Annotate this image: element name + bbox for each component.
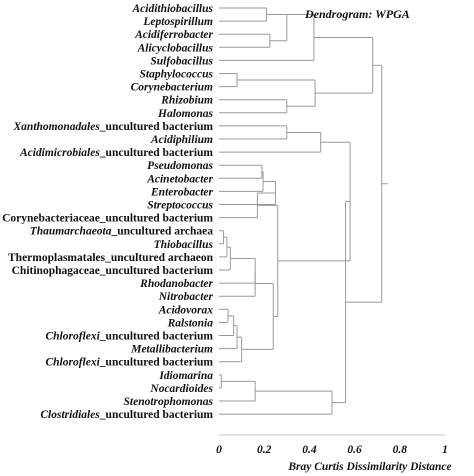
- leaf-label: Xanthomonadales_uncultured bacterium: [13, 121, 214, 133]
- leaf-label: Chloroflexi_uncultured bacterium: [45, 357, 213, 369]
- leaf-label: Nocardioides: [149, 383, 213, 395]
- leaf-label: Staphylococcus: [140, 69, 214, 81]
- x-tick-label: 0.8: [393, 444, 408, 456]
- leaf-label: Nitrobacter: [158, 291, 214, 303]
- leaf-label: Acidimicrobiales_uncultured bacterium: [19, 147, 213, 159]
- x-axis-title: Bray Curtis Dissimilarity Distance: [287, 461, 451, 473]
- leaf-label: Rhodanobacter: [139, 278, 213, 290]
- leaf-label: Clostridiales_uncultured bacterium: [40, 409, 213, 421]
- leaf-label: Chitinophagaceae_uncultured bacterium: [12, 265, 214, 277]
- leaf-label: Acinetobacter: [146, 173, 213, 185]
- chart-title: Dendrogram: WPGA: [304, 7, 410, 21]
- leaf-label: Streptococcus: [147, 200, 213, 212]
- leaf-label: Enterobacter: [150, 186, 213, 198]
- leaf-label: Acidiferrobacter: [134, 29, 213, 41]
- leaf-label: Leptospirillum: [142, 16, 213, 28]
- x-tick-label: 0.4: [302, 444, 317, 456]
- x-axis-ticks: 0 0.2 0.4 0.6 0.8 1: [216, 444, 448, 456]
- leaf-label: Corynebacterium: [131, 82, 213, 94]
- leaf-label: Ralstonia: [167, 317, 214, 329]
- leaf-label: Metallibacterium: [130, 344, 213, 356]
- leaf-label: Acidovorax: [158, 304, 214, 316]
- x-tick-label: 0.6: [347, 444, 362, 456]
- leaf-label: Thermoplasmatales_uncultured archaeon: [8, 252, 214, 264]
- leaf-label: Acidiphilium: [150, 134, 213, 146]
- leaf-label: Corynebacteriaceae_uncultured bacterium: [2, 213, 213, 225]
- x-tick-label: 0.2: [257, 444, 272, 456]
- leaf-label: Chloroflexi_uncultured bacterium: [45, 331, 213, 343]
- leaf-label: Halomonas: [157, 108, 213, 120]
- dendrogram-branches: [219, 7, 388, 415]
- leaf-label: Thaumarchaeota_uncultured archaea: [30, 226, 214, 238]
- x-tick-label: 1: [442, 444, 448, 456]
- leaf-label: Thiobacillus: [154, 239, 214, 251]
- leaf-label: Idiomarina: [158, 370, 213, 382]
- leaf-label: Stenotrophomonas: [124, 396, 214, 408]
- leaf-label: Pseudomonas: [147, 160, 213, 172]
- x-tick-label: 0: [216, 444, 222, 456]
- leaf-label: Sulfobacillus: [150, 55, 213, 67]
- leaf-label: Acidithiobacillus: [131, 3, 213, 15]
- leaf-label: Rhizobium: [160, 95, 213, 107]
- leaf-labels: AcidithiobacillusLeptospirillumAcidiferr…: [2, 3, 214, 421]
- leaf-label: Alicyclobacillus: [137, 42, 214, 54]
